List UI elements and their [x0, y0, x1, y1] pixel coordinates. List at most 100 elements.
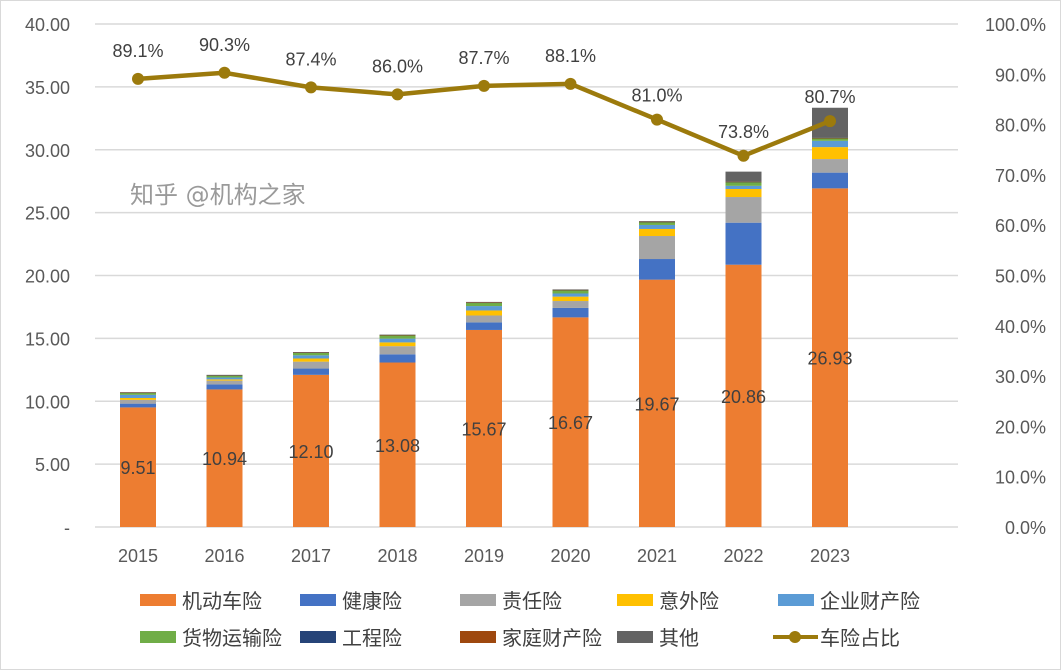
- x-tick-label: 2023: [810, 546, 850, 566]
- bar-segment: [379, 362, 416, 527]
- line-data-label: 89.1%: [112, 41, 163, 61]
- legend-label: 健康险: [342, 589, 402, 613]
- line-data-label: 86.0%: [372, 56, 423, 76]
- bar-segment: [552, 293, 589, 297]
- bar-segment: [725, 171, 762, 182]
- bar-data-label: 16.67: [548, 413, 593, 433]
- bar-segment: [293, 352, 329, 356]
- legend-swatch: [300, 594, 336, 606]
- bar-segment: [120, 392, 156, 395]
- y-right-tick-label: 40.0%: [995, 317, 1046, 337]
- legend-label: 车险占比: [820, 626, 900, 650]
- x-tick-label: 2021: [637, 546, 677, 566]
- line-point: [824, 115, 836, 128]
- x-tick-label: 2017: [291, 546, 331, 566]
- bar-segment: [120, 407, 156, 527]
- line-point: [305, 81, 317, 94]
- bar-segment: [293, 358, 329, 362]
- bar-segment: [812, 159, 848, 173]
- line-data-label: 73.8%: [718, 122, 769, 142]
- bar-data-label: 13.08: [375, 436, 420, 456]
- bar-segment: [379, 354, 416, 363]
- bar-segment: [466, 315, 502, 323]
- line-data-label: 88.1%: [545, 46, 596, 66]
- x-tick-label: 2022: [723, 546, 763, 566]
- bar-segment: [552, 290, 589, 294]
- bar-segment: [552, 301, 589, 308]
- legend-swatch: [140, 594, 176, 606]
- line-point: [391, 88, 404, 101]
- bar-segment: [120, 403, 156, 408]
- legend-swatch: [617, 594, 653, 606]
- line-point: [564, 77, 577, 90]
- line-point: [478, 79, 490, 92]
- bar-segment: [725, 185, 762, 189]
- bar-segment: [812, 188, 848, 527]
- line-data-label: 87.7%: [458, 48, 509, 68]
- bar-segment: [725, 222, 762, 265]
- line-point: [737, 149, 750, 162]
- bar-segment: [379, 334, 416, 336]
- bar-segment: [552, 307, 589, 318]
- bar-segment: [812, 172, 848, 189]
- bar-segment: [725, 264, 762, 527]
- bar-segment: [379, 338, 416, 343]
- y-right-tick-label: 100.0%: [985, 15, 1046, 35]
- bar-segment: [206, 374, 243, 376]
- bar-segment: [206, 389, 243, 527]
- bar-segment: [120, 394, 156, 398]
- bar-segment: [293, 374, 329, 527]
- legend-label: 货物运输险: [182, 626, 282, 650]
- bar-segment: [293, 355, 329, 359]
- bar-segment: [466, 302, 502, 303]
- bar-segment: [293, 361, 329, 369]
- bar-segment: [293, 368, 329, 375]
- y-left-tick-label: 25.00: [25, 204, 70, 224]
- bar-segment: [552, 289, 589, 291]
- bar-segment: [293, 352, 329, 353]
- y-left-tick-label: 20.00: [25, 267, 70, 287]
- bar-segment: [206, 375, 243, 376]
- y-right-tick-label: 70.0%: [995, 166, 1046, 186]
- bar-segment: [206, 377, 243, 380]
- bar-segment: [552, 296, 589, 302]
- bar-segment: [639, 228, 675, 237]
- y-right-tick-label: 10.0%: [995, 468, 1046, 488]
- line-data-label: 87.4%: [285, 49, 336, 69]
- bar-data-label: 20.86: [721, 387, 766, 407]
- y-right-tick-label: 0.0%: [1005, 518, 1046, 538]
- bar-segment: [379, 335, 416, 339]
- bar-data-label: 15.67: [461, 419, 506, 439]
- y-left-tick-label: -: [64, 518, 70, 538]
- bar-segment: [725, 181, 762, 183]
- y-right-tick-label: 50.0%: [995, 267, 1046, 287]
- bar-segment: [812, 138, 848, 141]
- bar-segment: [120, 392, 156, 393]
- bar-segment: [639, 236, 675, 260]
- bar-segment: [466, 302, 502, 307]
- legend-swatch: [778, 594, 814, 606]
- line-point: [218, 66, 231, 79]
- bar-segment: [639, 279, 675, 527]
- legend-swatch: [460, 631, 496, 643]
- bar-segment: [725, 188, 762, 198]
- legend-label: 意外险: [659, 589, 719, 613]
- bar-segment: [466, 322, 502, 330]
- bar-segment: [552, 289, 589, 290]
- bar-segment: [120, 399, 156, 404]
- y-left-tick-label: 10.00: [25, 392, 70, 412]
- legend-label: 机动车险: [182, 589, 262, 613]
- line-data-label: 90.3%: [199, 35, 250, 55]
- bar-segment: [639, 259, 675, 280]
- y-left-tick-label: 40.00: [25, 15, 70, 35]
- bar-segment: [206, 384, 243, 390]
- bar-segment: [639, 224, 675, 229]
- line-point: [651, 113, 663, 126]
- legend-label: 工程险: [342, 626, 402, 650]
- line-point: [132, 72, 144, 85]
- y-left-tick-label: 15.00: [25, 329, 70, 349]
- bar-segment: [379, 334, 416, 336]
- bar-segment: [639, 222, 675, 225]
- bar-data-label: 9.51: [120, 458, 155, 478]
